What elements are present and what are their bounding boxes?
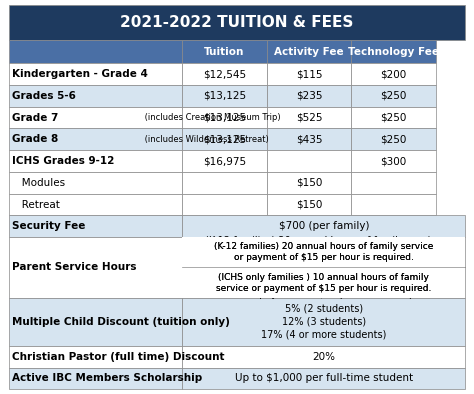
Text: Tuition: Tuition bbox=[204, 47, 245, 57]
Bar bbox=[267, 40, 351, 63]
Text: $200: $200 bbox=[380, 69, 407, 79]
Bar bbox=[182, 194, 267, 216]
Text: $250: $250 bbox=[380, 134, 407, 144]
Bar bbox=[182, 298, 465, 346]
Bar bbox=[9, 368, 182, 389]
Text: $250: $250 bbox=[380, 91, 407, 101]
Text: (ICHS only families ) 10 annual hours of family
service or payment of $15 per ho: (ICHS only families ) 10 annual hours of… bbox=[216, 273, 431, 293]
Text: $12,545: $12,545 bbox=[203, 69, 246, 79]
Text: ICHS Grades 9-12: ICHS Grades 9-12 bbox=[12, 156, 115, 166]
Bar bbox=[267, 63, 351, 85]
Text: Activity Fee: Activity Fee bbox=[274, 47, 344, 57]
Text: (includes Wilderness Retreat): (includes Wilderness Retreat) bbox=[142, 135, 268, 144]
Bar bbox=[182, 107, 267, 128]
Text: Multiple Child Discount (tuition only): Multiple Child Discount (tuition only) bbox=[12, 317, 230, 327]
Bar bbox=[9, 150, 182, 172]
Text: Parent Service Hours: Parent Service Hours bbox=[12, 262, 137, 272]
Text: 20%: 20% bbox=[312, 352, 335, 362]
Text: $435: $435 bbox=[296, 134, 322, 144]
Text: (ICHS only families ) 10 annual hours of family
service or payment of $15 per ho: (ICHS only families ) 10 annual hours of… bbox=[216, 273, 431, 293]
Bar bbox=[267, 194, 351, 216]
Bar bbox=[351, 40, 436, 63]
Bar bbox=[9, 107, 182, 128]
Text: Modules: Modules bbox=[12, 178, 65, 188]
Bar bbox=[182, 172, 267, 194]
Text: Grade 8: Grade 8 bbox=[12, 134, 59, 144]
Text: $115: $115 bbox=[296, 69, 322, 79]
Text: Grades 5-6: Grades 5-6 bbox=[12, 91, 76, 101]
Bar bbox=[182, 237, 465, 298]
Bar bbox=[182, 368, 465, 389]
Text: $250: $250 bbox=[380, 113, 407, 123]
Text: $300: $300 bbox=[380, 156, 407, 166]
Bar bbox=[182, 237, 465, 298]
Text: Christian Pastor (full time) Discount: Christian Pastor (full time) Discount bbox=[12, 352, 225, 362]
Text: Active IBC Members Scholarship: Active IBC Members Scholarship bbox=[12, 374, 202, 383]
Text: Technology Fee: Technology Fee bbox=[348, 47, 439, 57]
Bar bbox=[351, 150, 436, 172]
Bar bbox=[267, 107, 351, 128]
Bar bbox=[351, 194, 436, 216]
Bar bbox=[182, 216, 465, 237]
Bar bbox=[9, 5, 465, 40]
Bar bbox=[267, 128, 351, 150]
Bar bbox=[9, 237, 182, 298]
Text: $525: $525 bbox=[296, 113, 322, 123]
Bar bbox=[182, 85, 267, 107]
Bar bbox=[351, 85, 436, 107]
Text: Security Fee: Security Fee bbox=[12, 221, 86, 231]
Text: Grade 7: Grade 7 bbox=[12, 113, 59, 123]
Text: $150: $150 bbox=[296, 178, 322, 188]
Text: 5% (2 students)
12% (3 students)
17% (4 or more students): 5% (2 students) 12% (3 students) 17% (4 … bbox=[261, 303, 386, 340]
Bar bbox=[9, 128, 182, 150]
Bar bbox=[182, 128, 267, 150]
Bar bbox=[182, 150, 267, 172]
Bar bbox=[351, 107, 436, 128]
Bar bbox=[267, 150, 351, 172]
Bar bbox=[9, 172, 182, 194]
Text: (K-12 families) 20 annual hours of family service
or payment of $15 per hour is : (K-12 families) 20 annual hours of famil… bbox=[214, 242, 434, 262]
Text: $235: $235 bbox=[296, 91, 322, 101]
Bar bbox=[182, 63, 267, 85]
Bar bbox=[9, 63, 182, 85]
Text: $13,125: $13,125 bbox=[203, 134, 246, 144]
Bar bbox=[9, 346, 182, 368]
Text: (K-12 families) 20 annual hours of family service
or payment of $15 per hour is : (K-12 families) 20 annual hours of famil… bbox=[205, 236, 442, 299]
Bar bbox=[351, 128, 436, 150]
Text: Kindergarten - Grade 4: Kindergarten - Grade 4 bbox=[12, 69, 148, 79]
Bar bbox=[9, 85, 182, 107]
Bar bbox=[9, 298, 182, 346]
Text: $13,125: $13,125 bbox=[203, 91, 246, 101]
Bar bbox=[9, 194, 182, 216]
Text: (includes Creation Museum Trip): (includes Creation Museum Trip) bbox=[142, 113, 280, 122]
Bar bbox=[351, 63, 436, 85]
Bar bbox=[9, 216, 182, 237]
Text: $700 (per family): $700 (per family) bbox=[279, 221, 369, 231]
Text: $150: $150 bbox=[296, 199, 322, 210]
Bar bbox=[267, 172, 351, 194]
Bar bbox=[9, 40, 182, 63]
Bar bbox=[267, 85, 351, 107]
Text: $16,975: $16,975 bbox=[203, 156, 246, 166]
Text: Up to $1,000 per full-time student: Up to $1,000 per full-time student bbox=[235, 374, 413, 383]
Bar bbox=[182, 346, 465, 368]
Text: Retreat: Retreat bbox=[12, 199, 60, 210]
Bar bbox=[351, 172, 436, 194]
Text: (K-12 families) 20 annual hours of family service
or payment of $15 per hour is : (K-12 families) 20 annual hours of famil… bbox=[214, 242, 434, 262]
Text: 2021-2022 TUITION & FEES: 2021-2022 TUITION & FEES bbox=[120, 15, 354, 30]
Text: $13,125: $13,125 bbox=[203, 113, 246, 123]
Bar bbox=[182, 40, 267, 63]
